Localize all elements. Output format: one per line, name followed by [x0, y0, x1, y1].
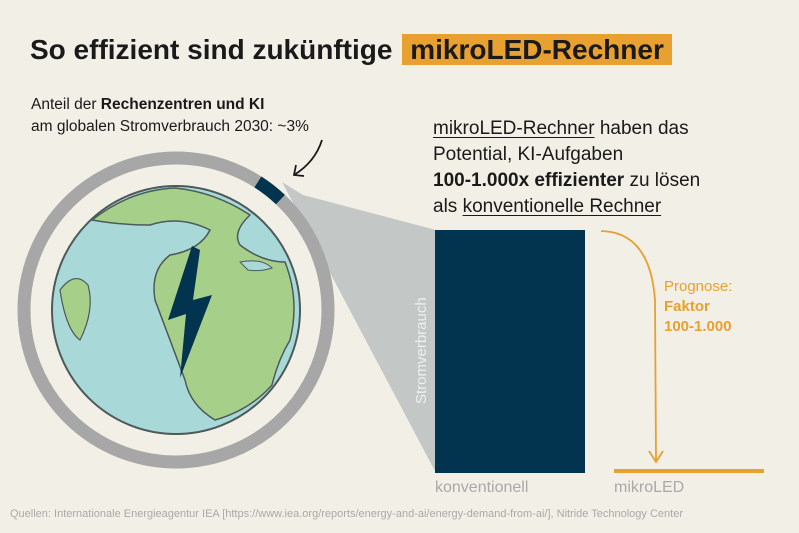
x-label-mikroled: mikroLED — [614, 479, 685, 496]
claim-1: haben das — [594, 118, 689, 139]
prognosis-label: Prognose: — [664, 278, 733, 295]
claim-text: mikroLED-Rechner haben das Potential, KI… — [433, 116, 700, 220]
claim-ul-2: konventionelle Rechner — [462, 196, 662, 217]
lightning-icon — [168, 246, 212, 378]
island-shape — [59, 278, 91, 341]
prognosis-factor-label: Faktor — [664, 298, 710, 315]
source-note: Quellen: Internationale Energieagentur I… — [10, 508, 683, 520]
lake-shape — [238, 260, 273, 272]
page-title: So effizient sind zukünftige mikroLED-Re… — [30, 30, 672, 70]
claim-2: Potential, KI-Aufgaben — [433, 144, 624, 165]
title-text: So effizient sind zukünftige — [30, 34, 393, 65]
x-label-konventionell: konventionell — [435, 479, 529, 496]
bar-konventionell — [435, 230, 585, 473]
claim-ul-1: mikroLED-Rechner — [433, 118, 595, 139]
claim-3: zu lösen — [624, 170, 701, 191]
bar-mikroled — [614, 469, 764, 473]
arrow-head-icon — [292, 164, 305, 177]
consumption-ring — [17, 151, 335, 469]
share-text-2: am globalen Stromverbrauch 2030: ~3% — [31, 118, 309, 135]
prognosis-annotation: Prognose: Faktor 100-1.000 — [664, 277, 732, 337]
title-highlight: mikroLED-Rechner — [402, 34, 672, 65]
claim-bold: 100-1.000x effizienter — [433, 170, 625, 191]
ai-share-segment — [254, 176, 285, 205]
claim-4: als — [433, 196, 463, 217]
pointer-arrow — [293, 139, 323, 176]
prognosis-arrow — [600, 230, 657, 461]
share-bold: Rechenzentren und KI — [100, 96, 265, 113]
prognosis-factor-value: 100-1.000 — [664, 318, 732, 335]
share-text: Anteil der — [31, 96, 101, 113]
arrow-down-icon — [648, 450, 664, 464]
y-axis-label: Stromverbrauch — [413, 297, 430, 404]
share-annotation: Anteil der Rechenzentren und KI am globa… — [31, 94, 309, 138]
